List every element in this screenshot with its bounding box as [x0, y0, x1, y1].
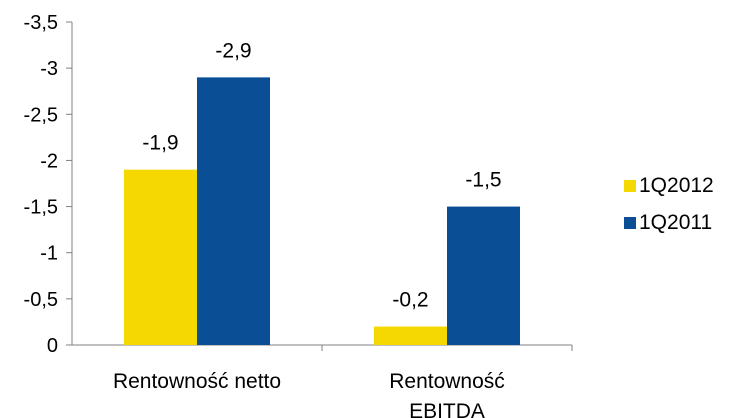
legend-label: 1Q2012 — [639, 174, 714, 197]
y-tick-label: -3 — [40, 58, 58, 80]
y-tick-label: -0,5 — [24, 289, 58, 311]
category-label: EBITDA — [409, 400, 485, 418]
y-tick-label: -3,5 — [24, 12, 58, 34]
data-label: -1,9 — [142, 132, 178, 155]
y-tick-label: -1,5 — [24, 197, 58, 219]
data-label: -1,5 — [465, 169, 501, 192]
legend-label: 1Q2011 — [639, 211, 712, 234]
bar-1q2011-2 — [447, 206, 520, 345]
category-label: Rentowność netto — [113, 370, 281, 393]
y-tick-label: 0 — [47, 335, 58, 357]
legend-swatch — [624, 180, 636, 192]
y-tick-label: -2 — [40, 150, 58, 172]
data-label: -2,9 — [215, 39, 251, 62]
legend-swatch — [624, 217, 636, 229]
y-tick-label: -2,5 — [24, 104, 58, 126]
data-label: -0,2 — [392, 289, 428, 312]
bar-1q2012-1 — [124, 169, 197, 345]
y-tick-label: -1 — [40, 243, 58, 265]
bar-1q2012-2 — [374, 326, 447, 345]
bar-1q2011-1 — [197, 77, 270, 345]
category-label: Rentowność — [389, 370, 505, 393]
